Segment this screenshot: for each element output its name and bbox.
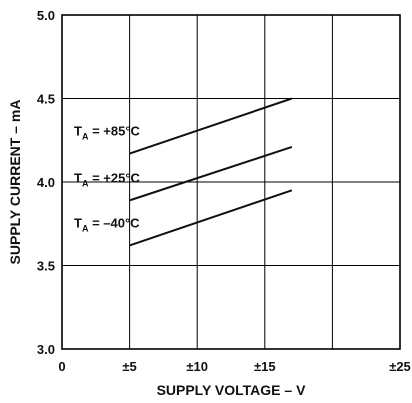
tick-labels: 3.0 3.5 4.0 4.5 5.0 0 ±5 ±10 ±15 ±25 <box>37 8 411 374</box>
series-labels: TA = +85°C TA = +25°C TA = –40°C <box>74 124 141 234</box>
series-line <box>129 145 293 202</box>
y-tick-label: 3.5 <box>37 259 55 274</box>
x-tick-label: ±10 <box>186 359 208 374</box>
x-tick-label: ±25 <box>389 359 411 374</box>
y-tick-label: 4.5 <box>37 92 55 107</box>
data-series <box>129 97 293 247</box>
series-line <box>129 189 293 247</box>
x-tick-label: ±5 <box>122 359 136 374</box>
series-label: TA = +85°C <box>74 124 141 142</box>
series-label: TA = +25°C <box>74 170 141 188</box>
y-tick-label: 4.0 <box>37 175 55 190</box>
grid-lines <box>62 15 400 349</box>
series-label: TA = –40°C <box>74 215 140 233</box>
x-tick-label: 0 <box>58 359 65 374</box>
plot-frame <box>61 14 401 350</box>
y-axis-label: SUPPLY CURRENT – mA <box>7 100 23 265</box>
series-line <box>129 97 293 155</box>
y-tick-label: 3.0 <box>37 342 55 357</box>
x-axis-label: SUPPLY VOLTAGE – V <box>157 382 307 398</box>
y-tick-label: 5.0 <box>37 8 55 23</box>
x-tick-label: ±15 <box>254 359 276 374</box>
